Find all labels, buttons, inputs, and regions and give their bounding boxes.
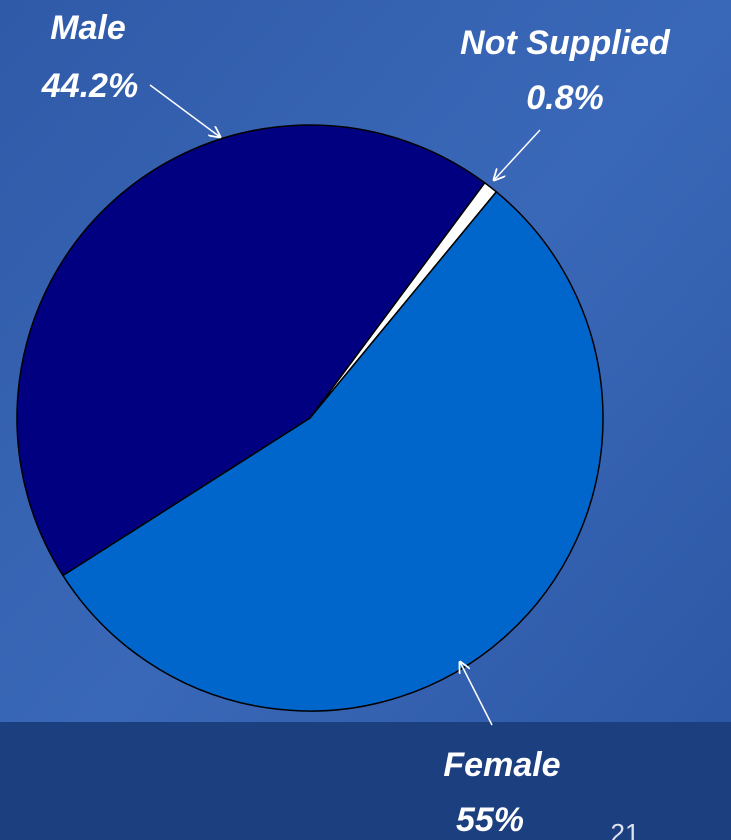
slice-label: Female	[443, 746, 560, 784]
labels: Not Supplied 0.8% Female 55% Male 44.2%	[41, 9, 671, 839]
slice-label: Male	[50, 9, 126, 47]
leader-arrow	[460, 662, 493, 726]
pie	[16, 124, 604, 712]
footer-band	[0, 722, 731, 840]
leader-arrow	[149, 84, 220, 137]
pie-slice	[61, 190, 604, 712]
value-label: 55%	[456, 801, 524, 839]
slice-label: Not Supplied	[460, 24, 671, 62]
leader-arrow	[494, 129, 541, 180]
value-label: 44.2%	[41, 67, 138, 105]
page-number: 21	[611, 818, 640, 840]
pie-slice	[16, 124, 486, 577]
value-label: 0.8%	[526, 79, 604, 117]
